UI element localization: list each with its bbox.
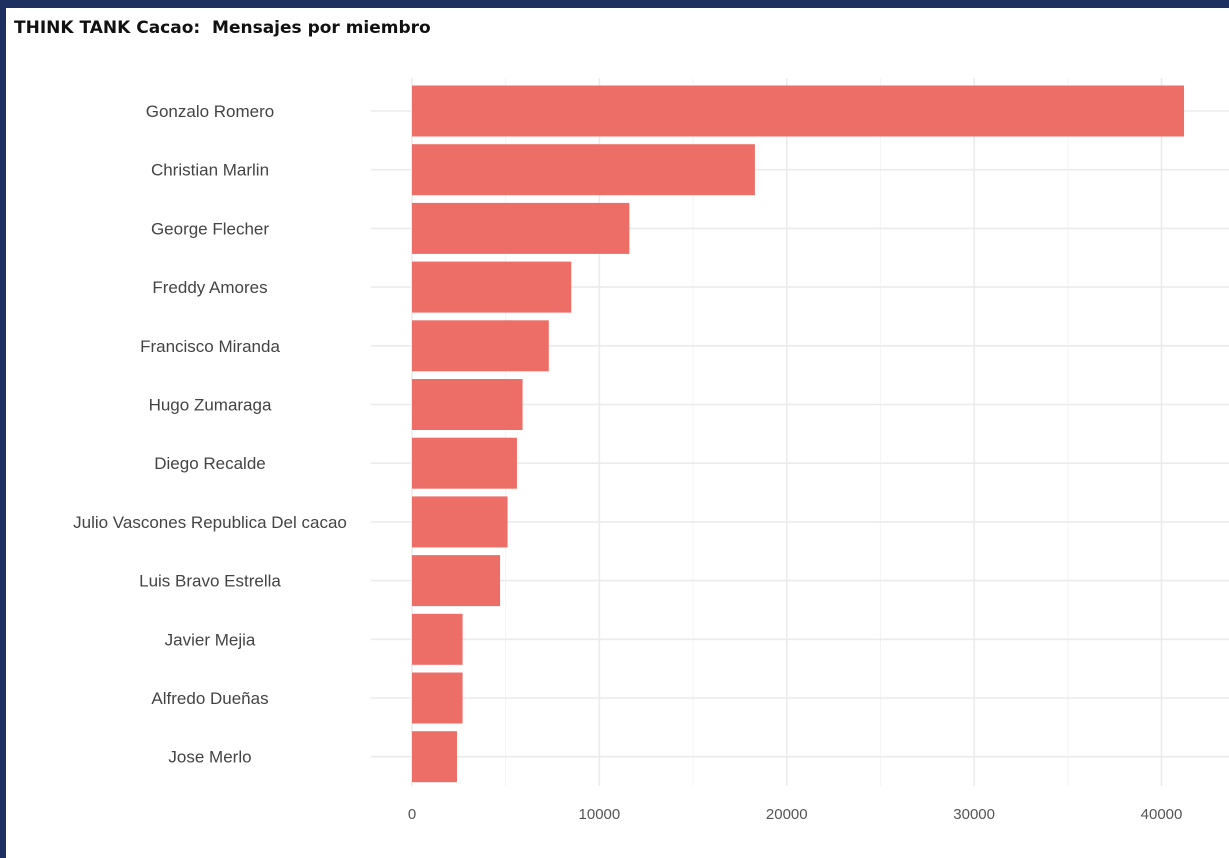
category-label: Julio Vascones Republica Del cacao xyxy=(73,513,347,532)
category-label: Luis Bravo Estrella xyxy=(139,572,281,591)
category-label: Javier Mejia xyxy=(165,630,256,649)
category-label: Jose Merlo xyxy=(168,748,251,767)
bar xyxy=(412,379,523,430)
category-label: Gonzalo Romero xyxy=(146,102,275,121)
bar xyxy=(412,496,508,548)
category-labels: Gonzalo Romero Christian Marlin George Fle… xyxy=(73,102,347,767)
bar xyxy=(412,85,1184,137)
bar xyxy=(412,613,463,665)
x-tick-label: 20000 xyxy=(766,806,808,823)
category-label: Francisco Miranda xyxy=(140,337,280,356)
category-label: George Flecher xyxy=(151,219,269,238)
bar xyxy=(412,731,457,783)
bar xyxy=(412,672,463,724)
chart-panel: THINK TANK Cacao: Mensajes por miembro G… xyxy=(6,8,1229,858)
x-tick-label: 40000 xyxy=(1141,806,1183,823)
bar xyxy=(412,555,501,607)
category-label: Freddy Amores xyxy=(152,278,267,297)
bar xyxy=(412,261,572,313)
grid-lines xyxy=(371,78,1229,786)
bar-chart: Gonzalo Romero Christian Marlin George Fle… xyxy=(73,78,1229,823)
bar xyxy=(412,320,549,372)
category-label: Alfredo Dueñas xyxy=(151,689,268,708)
bar xyxy=(412,437,517,489)
category-label: Diego Recalde xyxy=(154,454,266,473)
x-tick-label: 0 xyxy=(408,806,416,823)
category-label: Hugo Zumaraga xyxy=(149,396,272,415)
x-axis-tick-labels: 0 10000 20000 30000 40000 xyxy=(408,806,1183,823)
chart-title: THINK TANK Cacao: Mensajes por miembro xyxy=(14,18,431,38)
bar xyxy=(412,202,630,254)
bar xyxy=(412,144,755,196)
x-tick-label: 10000 xyxy=(579,806,621,823)
bars xyxy=(412,85,1184,783)
x-tick-label: 30000 xyxy=(953,806,995,823)
category-label: Christian Marlin xyxy=(151,161,269,180)
